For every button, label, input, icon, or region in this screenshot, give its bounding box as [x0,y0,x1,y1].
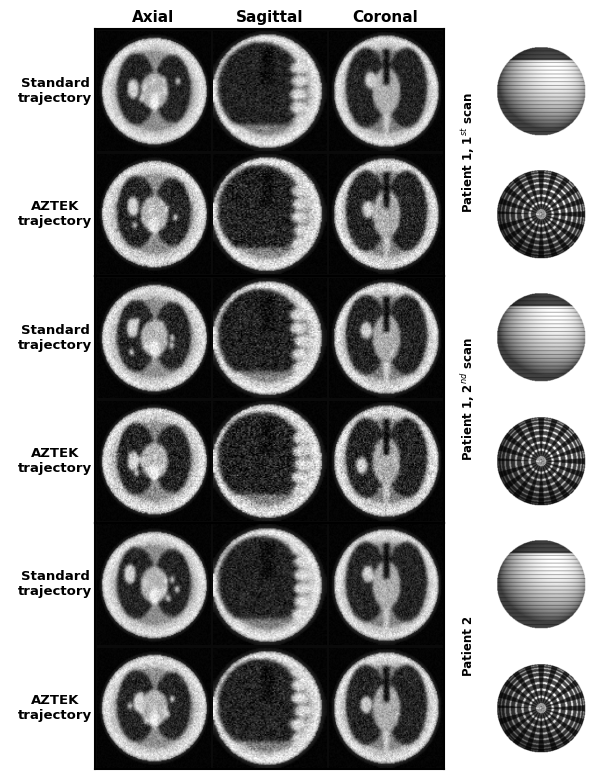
Text: AZTEK
trajectory: AZTEK trajectory [18,694,92,722]
Text: Sagittal: Sagittal [236,10,303,25]
Text: Axial: Axial [132,10,174,25]
Text: Patient 2: Patient 2 [462,616,475,676]
Text: Standard
trajectory: Standard trajectory [18,324,92,352]
Text: Patient 1, 2$^{nd}$ scan: Patient 1, 2$^{nd}$ scan [460,338,477,461]
Text: AZTEK
trajectory: AZTEK trajectory [18,447,92,475]
Text: Coronal: Coronal [352,10,418,25]
Text: AZTEK
trajectory: AZTEK trajectory [18,200,92,228]
Text: Patient 1, 1$^{st}$ scan: Patient 1, 1$^{st}$ scan [460,93,477,213]
Text: Standard
trajectory: Standard trajectory [18,571,92,598]
Text: Standard
trajectory: Standard trajectory [18,77,92,105]
